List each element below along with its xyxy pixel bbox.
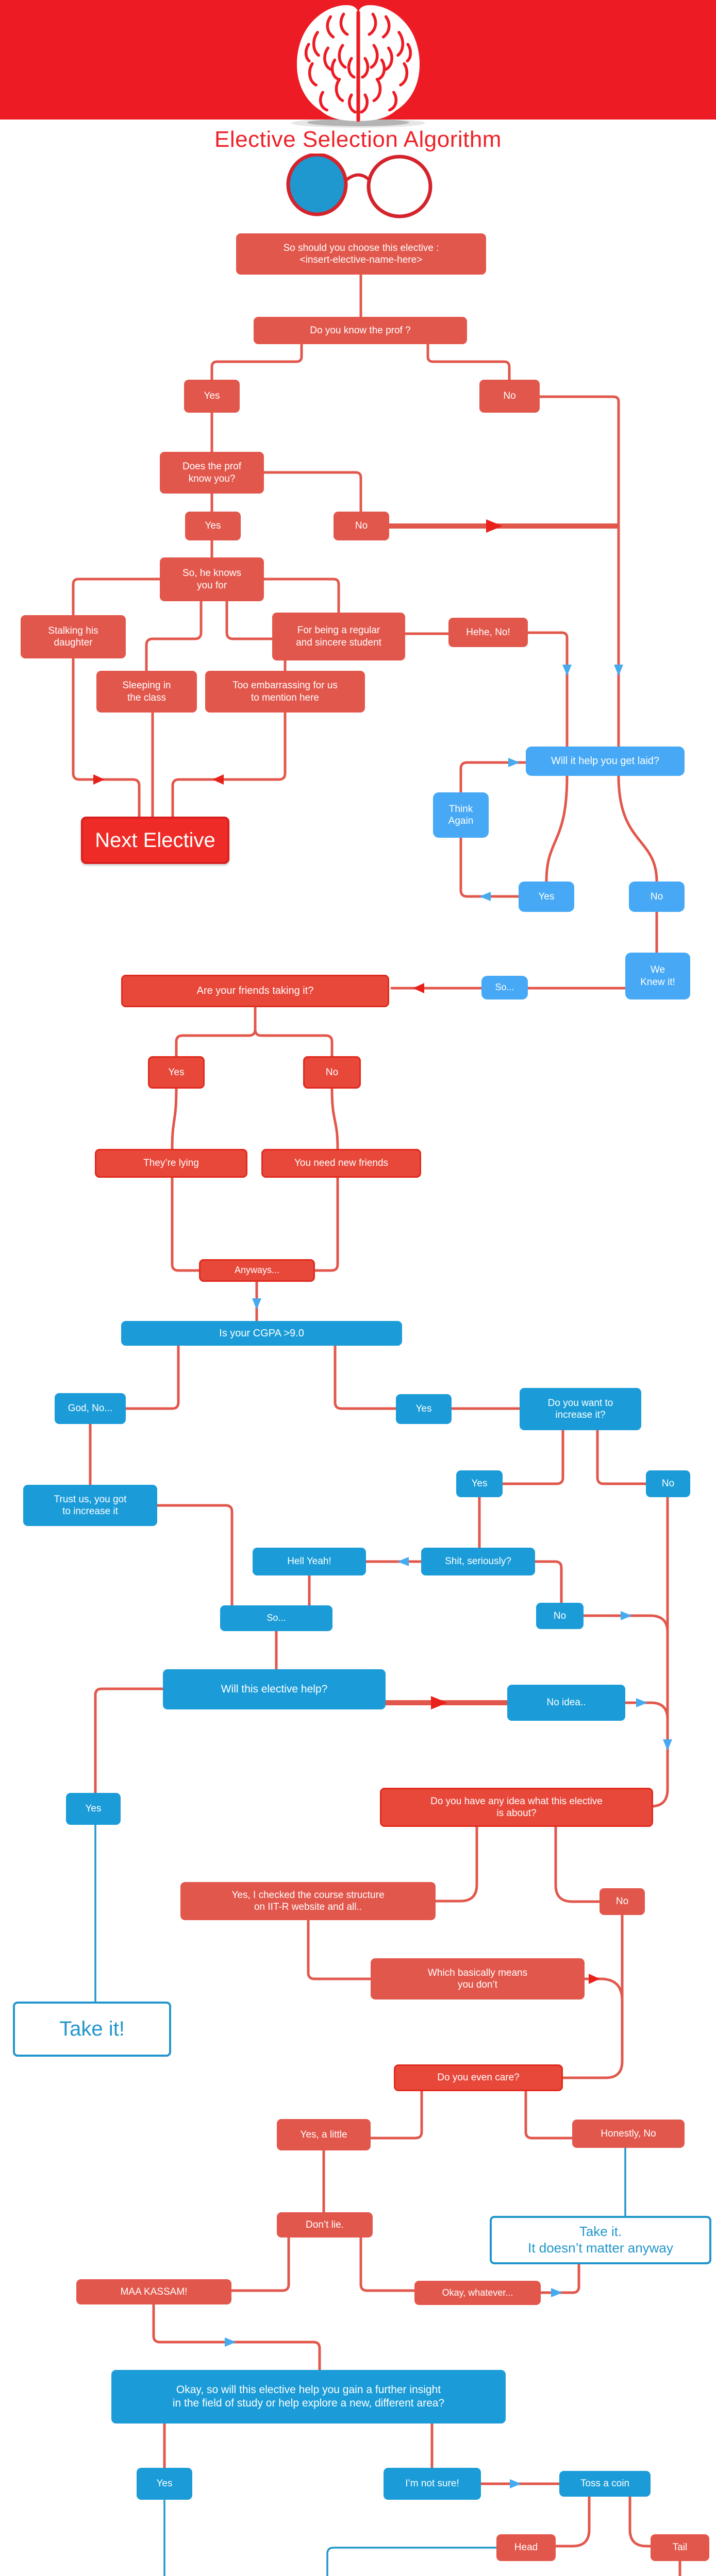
node-take-it-1: Take it! [13,2002,171,2057]
node-anyways: Anyways... [199,1259,315,1282]
node-embarrassing: Too embarrassing for us to mention here [205,671,365,713]
node-hell-yeah: Hell Yeah! [253,1548,366,1575]
node-yes-final: Yes [137,2468,192,2500]
node-checked: Yes, I checked the course structure on I… [180,1882,436,1920]
node-maa-kassam: MAA KASSAM! [76,2279,231,2304]
node-trust-us: Trust us, you got to increase it [23,1485,157,1526]
node-stalking: Stalking his daughter [21,615,126,658]
node-even-care: Do you even care? [394,2064,563,2091]
node-no-increase: No [646,1470,690,1497]
node-not-sure: I’m not sure! [384,2468,481,2500]
node-any-idea: Do you have any idea what this elective … [380,1788,653,1827]
node-get-laid: Will it help you get laid? [526,747,685,776]
node-next-elective-1: Next Elective [81,817,229,864]
node-will-help: Will this elective help? [163,1669,386,1709]
node-sleeping: Sleeping in the class [96,671,197,713]
node-yes-laid: Yes [519,882,574,912]
node-toss-coin: Toss a coin [559,2471,651,2497]
node-no-friends: No [303,1056,361,1089]
node-lying: They’re lying [95,1149,247,1178]
node-regular: For being a regular and sincere student [272,613,405,660]
node-so-1: So... [481,976,528,999]
node-yes-little: Yes, a little [277,2119,371,2150]
node-yes-cgpa: Yes [396,1394,452,1424]
node-no-checked: No [600,1888,645,1915]
node-hehe-no: Hehe, No! [448,618,528,647]
node-dont-lie: Don’t lie. [277,2212,373,2238]
node-head: Head [496,2534,556,2561]
node-intro: So should you choose this elective : <in… [236,233,486,275]
node-yes-prof: Yes [184,380,240,413]
node-yes-friends: Yes [148,1056,205,1089]
node-new-friends: You need new friends [261,1149,421,1178]
node-yes-help: Yes [66,1793,121,1825]
node-okay-whatever: Okay, whatever... [414,2281,541,2305]
node-shit-seriously: Shit, seriously? [421,1548,535,1575]
node-know-prof: Do you know the prof ? [254,317,467,344]
node-which-means: Which basically means you don’t [371,1958,585,1999]
node-increase: Do you want to increase it? [520,1388,641,1430]
node-no-laid: No [629,882,685,912]
node-no-idea: No idea.. [507,1685,625,1721]
node-cgpa: Is your CGPA >9.0 [121,1321,402,1346]
node-no-prof: No [479,380,540,413]
node-tail: Tail [651,2534,709,2561]
node-take-it-matter: Take it. It doesn’t matter anyway [490,2216,711,2264]
node-knows-for: So, he knows you for [160,557,264,601]
node-yes-know: Yes [185,512,241,540]
node-friends-taking: Are your friends taking it? [121,975,389,1007]
node-god-no: God, No... [55,1393,126,1424]
page-title: Elective Selection Algorithm [214,127,502,152]
brain-icon [273,0,443,128]
node-no-shit: No [536,1603,584,1629]
node-further-insight: Okay, so will this elective help you gai… [111,2370,506,2424]
node-no-know: No [334,512,389,540]
node-yes-increase: Yes [456,1470,503,1497]
node-think-again: Think Again [433,792,489,838]
node-so-2: So... [220,1605,332,1631]
node-we-knew-it: We Knew it! [625,953,690,999]
node-honestly-no: Honestly, No [572,2120,685,2148]
node-prof-know-you: Does the prof know you? [160,452,264,494]
glasses-icon [281,152,436,219]
